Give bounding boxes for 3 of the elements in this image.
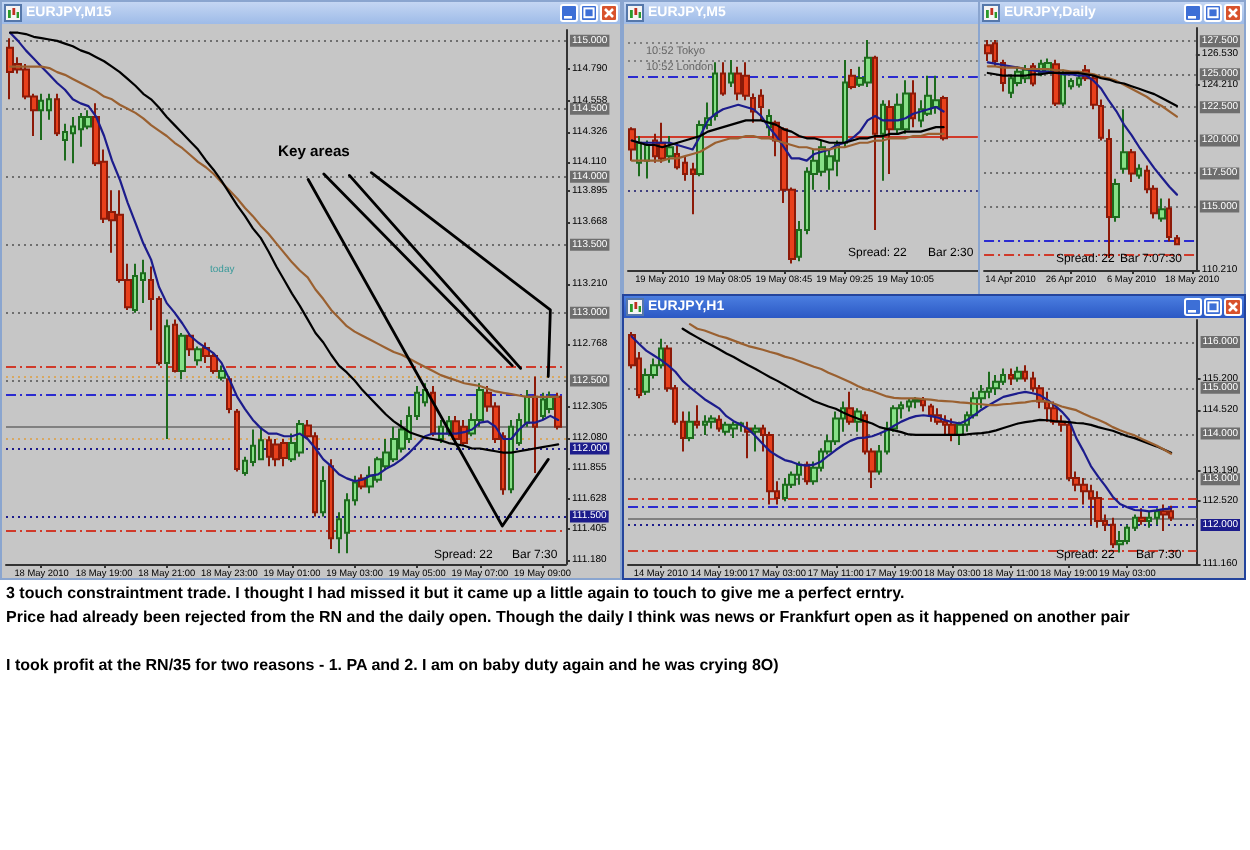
text: I took profit at the RN/35 for two reasons - 1. PA and 2. I am on baby duty again and he was crying 8O) [6, 655, 779, 675]
text: Price had already been rejected from the RN and the daily open. Though the daily I think was news or Frankfurt open as it happened on another pair [6, 607, 1130, 627]
text: 3 touch constraintment trade. I thought I had missed it but it came up a little again to touch to give me a perfect erntry. [6, 583, 905, 603]
